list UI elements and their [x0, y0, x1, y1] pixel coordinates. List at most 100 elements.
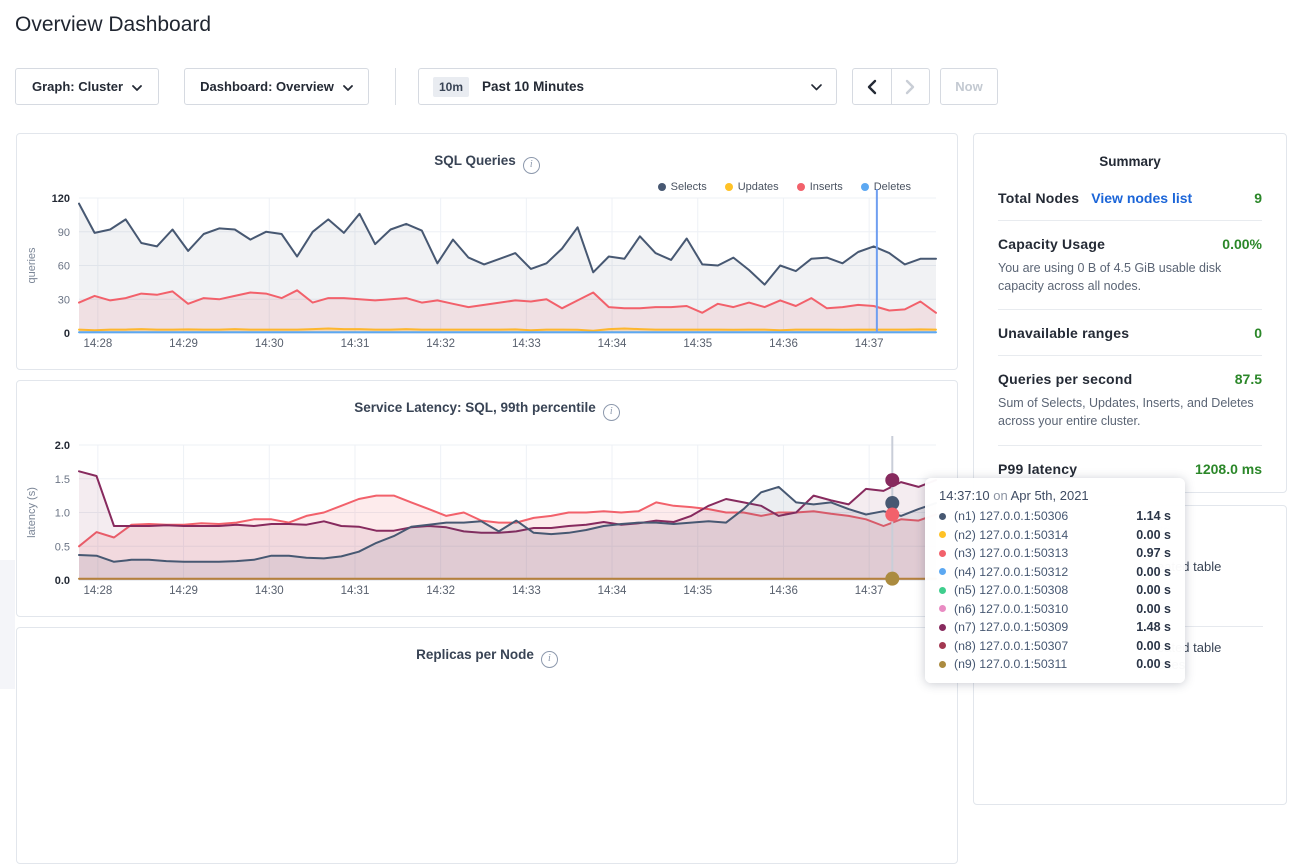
svg-text:1.0: 1.0	[55, 508, 70, 520]
summary-title: Summary	[974, 134, 1286, 175]
graph-dropdown[interactable]: Graph: Cluster	[15, 68, 159, 105]
svg-text:14:32: 14:32	[426, 585, 455, 597]
tooltip-node-address: (n9) 127.0.0.1:50311	[954, 657, 1136, 671]
tooltip-node-value: 0.00 s	[1136, 565, 1171, 579]
sql-queries-panel: SQL Queriesi SelectsUpdatesInsertsDelete…	[16, 133, 958, 370]
svg-text:14:37: 14:37	[855, 585, 884, 597]
tooltip-node-row: (n4) 127.0.0.1:503120.00 s	[939, 565, 1171, 579]
tooltip-node-row: (n1) 127.0.0.1:503061.14 s	[939, 509, 1171, 523]
node-color-dot-icon	[939, 661, 946, 668]
svg-text:14:35: 14:35	[683, 338, 712, 350]
node-color-dot-icon	[939, 550, 946, 557]
info-icon[interactable]: i	[523, 157, 540, 174]
summary-row: Capacity Usage 0.00% You are using 0 B of …	[998, 221, 1262, 310]
view-nodes-list-link[interactable]: View nodes list	[1091, 190, 1192, 206]
next-time-button[interactable]	[891, 69, 930, 104]
svg-text:90: 90	[58, 227, 70, 239]
now-button[interactable]: Now	[940, 68, 998, 105]
node-color-dot-icon	[939, 605, 946, 612]
time-step-buttons	[852, 68, 930, 105]
svg-text:0.5: 0.5	[55, 541, 70, 553]
summary-row-value: 0	[1254, 325, 1262, 341]
info-icon[interactable]: i	[603, 404, 620, 421]
tooltip-node-row: (n5) 127.0.0.1:503080.00 s	[939, 583, 1171, 597]
chevron-down-icon	[132, 79, 142, 94]
svg-text:14:33: 14:33	[512, 585, 541, 597]
tooltip-node-value: 0.00 s	[1136, 602, 1171, 616]
summary-row-value: 0.00%	[1222, 236, 1262, 252]
svg-text:14:33: 14:33	[512, 338, 541, 350]
time-range-select[interactable]: 10m Past 10 Minutes	[418, 68, 837, 105]
page-gutter	[0, 560, 15, 689]
svg-text:14:28: 14:28	[83, 585, 112, 597]
summary-row-description: You are using 0 B of 4.5 GiB usable disk…	[998, 259, 1262, 295]
chevron-left-icon	[866, 79, 877, 95]
tooltip-node-address: (n6) 127.0.0.1:50310	[954, 602, 1136, 616]
tooltip-node-address: (n3) 127.0.0.1:50313	[954, 546, 1136, 560]
tooltip-node-value: 1.14 s	[1136, 509, 1171, 523]
summary-body: Total NodesView nodes list9Capacity Usag…	[974, 175, 1286, 491]
svg-text:14:36: 14:36	[769, 585, 798, 597]
dashboard-dropdown[interactable]: Dashboard: Overview	[184, 68, 369, 105]
chart-hover-tooltip: 14:37:10 on Apr 5th, 2021 (n1) 127.0.0.1…	[925, 478, 1185, 683]
svg-text:14:28: 14:28	[83, 338, 112, 350]
summary-row-description: Sum of Selects, Updates, Inserts, and De…	[998, 394, 1262, 430]
time-range-label: Past 10 Minutes	[482, 79, 802, 94]
tooltip-node-value: 0.97 s	[1136, 546, 1171, 560]
node-color-dot-icon	[939, 513, 946, 520]
svg-text:latency (s): latency (s)	[26, 487, 38, 538]
tooltip-timestamp: 14:37:10 on Apr 5th, 2021	[939, 488, 1171, 503]
tooltip-node-value: 0.00 s	[1136, 583, 1171, 597]
toolbar-divider	[395, 68, 396, 105]
tooltip-node-value: 1.48 s	[1136, 620, 1171, 634]
tooltip-node-row: (n9) 127.0.0.1:503110.00 s	[939, 657, 1171, 671]
tooltip-node-address: (n2) 127.0.0.1:50314	[954, 528, 1136, 542]
tooltip-node-value: 0.00 s	[1136, 639, 1171, 653]
info-icon[interactable]: i	[541, 651, 558, 668]
summary-row-label: Queries per second	[998, 371, 1132, 387]
replicas-per-node-panel: Replicas per Nodei	[16, 627, 958, 864]
summary-row-label: P99 latency	[998, 461, 1077, 477]
tooltip-node-address: (n8) 127.0.0.1:50307	[954, 639, 1136, 653]
tooltip-node-address: (n1) 127.0.0.1:50306	[954, 509, 1136, 523]
now-button-label: Now	[955, 79, 982, 94]
svg-text:30: 30	[58, 294, 70, 306]
svg-text:14:30: 14:30	[255, 338, 284, 350]
summary-row-label: Unavailable ranges	[998, 325, 1129, 341]
service-latency-chart[interactable]: 0.00.51.01.52.014:2814:2914:3014:3114:32…	[17, 431, 959, 616]
summary-row-label: Capacity Usage	[998, 236, 1105, 252]
node-color-dot-icon	[939, 568, 946, 575]
svg-text:14:29: 14:29	[169, 338, 198, 350]
summary-panel: Summary Total NodesView nodes list9Capac…	[973, 133, 1287, 493]
summary-row-value: 9	[1254, 190, 1262, 206]
service-latency-panel: Service Latency: SQL, 99th percentilei 0…	[16, 380, 958, 617]
svg-text:14:31: 14:31	[341, 585, 370, 597]
service-latency-title: Service Latency: SQL, 99th percentilei	[17, 400, 957, 421]
tooltip-node-address: (n5) 127.0.0.1:50308	[954, 583, 1136, 597]
svg-text:0.0: 0.0	[55, 575, 70, 587]
chevron-down-icon	[343, 79, 353, 94]
svg-text:14:36: 14:36	[769, 338, 798, 350]
chevron-down-icon	[811, 79, 822, 94]
svg-text:14:32: 14:32	[426, 338, 455, 350]
tooltip-node-row: (n2) 127.0.0.1:503140.00 s	[939, 528, 1171, 542]
tooltip-node-address: (n7) 127.0.0.1:50309	[954, 620, 1136, 634]
svg-text:14:35: 14:35	[683, 585, 712, 597]
tooltip-node-row: (n6) 127.0.0.1:503100.00 s	[939, 602, 1171, 616]
svg-text:14:29: 14:29	[169, 585, 198, 597]
prev-time-button[interactable]	[853, 69, 891, 104]
svg-text:60: 60	[58, 261, 70, 273]
summary-row-value: 1208.0 ms	[1195, 461, 1262, 477]
svg-text:14:30: 14:30	[255, 585, 284, 597]
tooltip-node-row: (n3) 127.0.0.1:503130.97 s	[939, 546, 1171, 560]
graph-dropdown-label: Graph: Cluster	[32, 79, 123, 94]
svg-text:14:34: 14:34	[598, 338, 627, 350]
svg-text:0: 0	[64, 328, 70, 340]
tooltip-node-row: (n7) 127.0.0.1:503091.48 s	[939, 620, 1171, 634]
summary-row: Queries per second87.5Sum of Selects, Up…	[998, 356, 1262, 445]
sql-queries-chart[interactable]: 030609012014:2814:2914:3014:3114:3214:33…	[17, 184, 959, 369]
svg-text:1.5: 1.5	[55, 474, 70, 486]
tooltip-node-address: (n4) 127.0.0.1:50312	[954, 565, 1136, 579]
summary-row: Total NodesView nodes list9	[998, 175, 1262, 221]
replicas-per-node-title: Replicas per Nodei	[17, 647, 957, 668]
